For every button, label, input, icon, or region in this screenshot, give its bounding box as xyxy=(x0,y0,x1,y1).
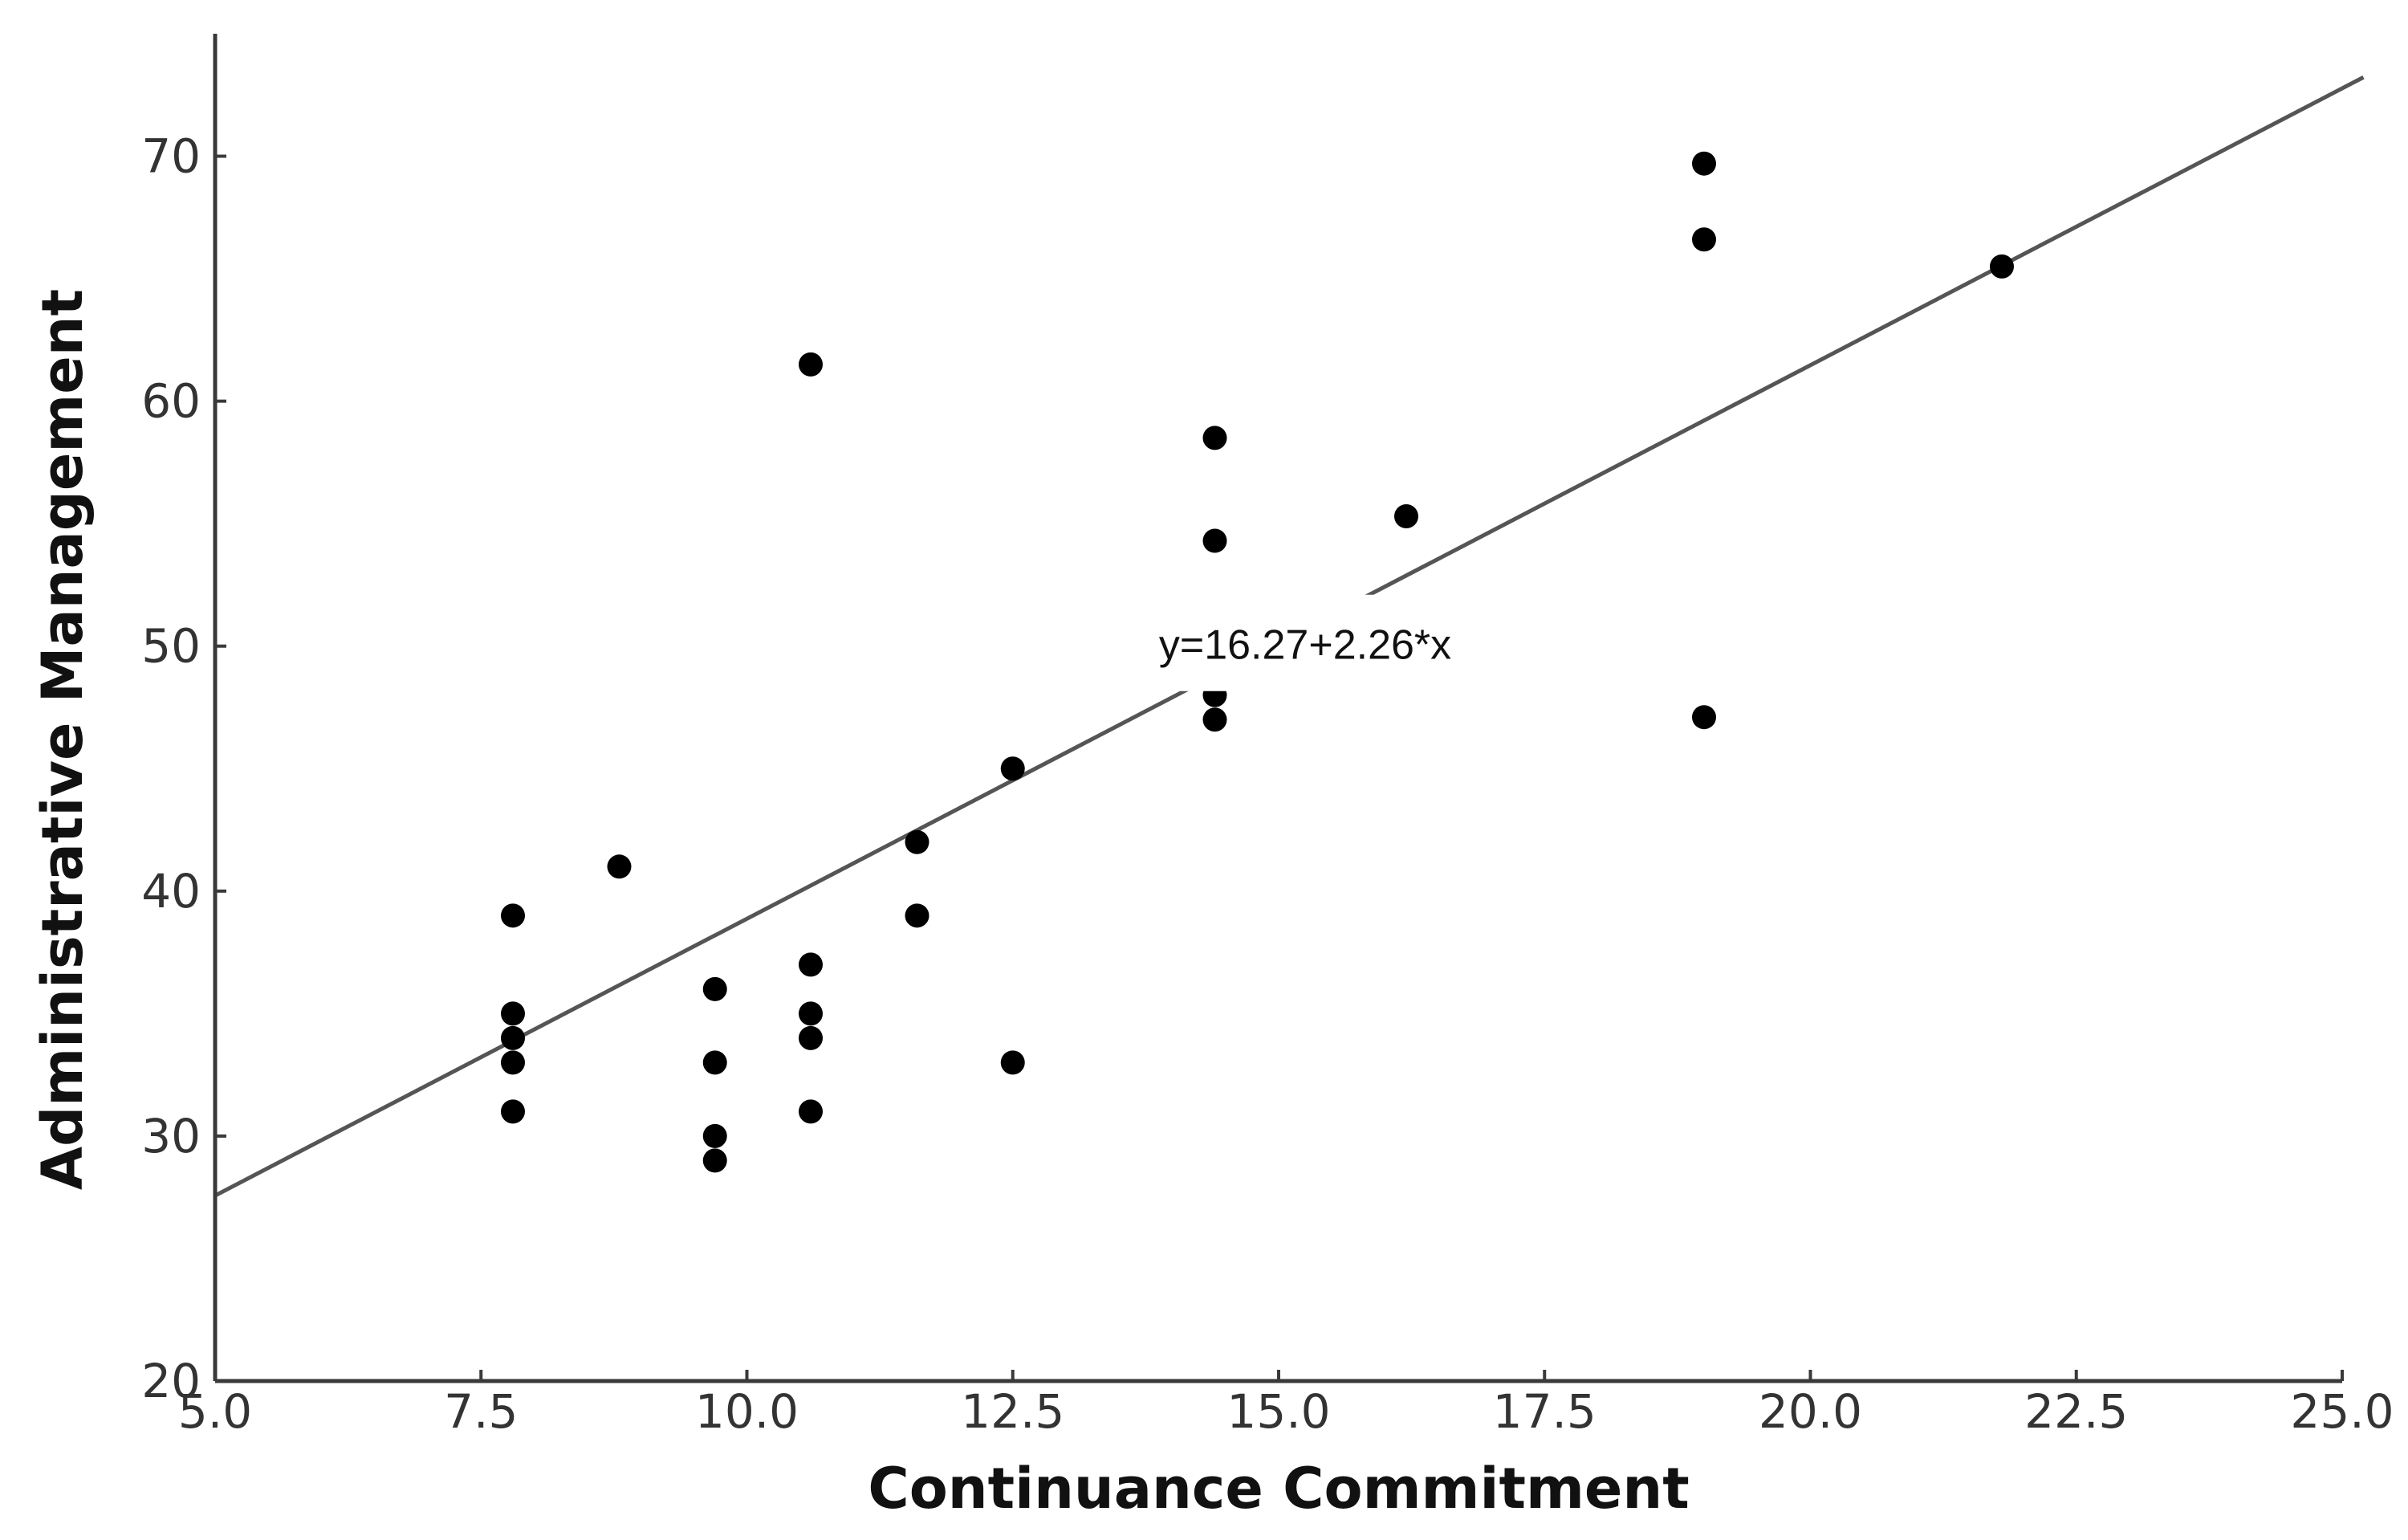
data-point xyxy=(501,1001,525,1026)
x-tick-label: 5.0 xyxy=(178,1384,252,1439)
data-point xyxy=(702,1123,727,1148)
data-point xyxy=(1692,705,1716,730)
y-tick-label: 70 xyxy=(141,129,201,184)
y-tick-label: 50 xyxy=(141,619,201,674)
data-point xyxy=(702,1148,727,1173)
x-tick-label: 25.0 xyxy=(2290,1384,2394,1439)
x-tick-label: 7.5 xyxy=(444,1384,518,1439)
x-axis-title: Continuance Commitment xyxy=(868,1456,1689,1522)
data-point xyxy=(1202,528,1227,553)
equation-label-background xyxy=(1088,594,1538,691)
data-point xyxy=(1000,756,1025,781)
data-point xyxy=(702,1050,727,1075)
data-point xyxy=(905,829,929,854)
y-tick-label: 60 xyxy=(141,374,201,429)
data-point xyxy=(1000,1050,1025,1075)
data-point xyxy=(799,952,823,977)
x-tick-label: 22.5 xyxy=(2024,1384,2128,1439)
data-point xyxy=(1692,151,1716,176)
x-tick-label: 15.0 xyxy=(1226,1384,1330,1439)
data-points-layer xyxy=(501,151,2014,1173)
y-axis-title: Administrative Management xyxy=(30,289,96,1190)
y-tick-label: 30 xyxy=(141,1109,201,1163)
x-tick-label: 10.0 xyxy=(695,1384,799,1439)
data-point xyxy=(501,1025,525,1050)
data-point xyxy=(607,854,632,879)
data-point xyxy=(799,1025,823,1050)
data-point xyxy=(799,1001,823,1026)
data-point xyxy=(799,352,823,377)
equation-annotation-layer: y=16.27+2.26*x xyxy=(1088,594,1538,691)
data-point xyxy=(1202,707,1227,732)
data-point xyxy=(1692,227,1716,252)
x-tick-label: 12.5 xyxy=(961,1384,1064,1439)
data-point xyxy=(1990,254,2014,279)
data-point xyxy=(1202,426,1227,450)
data-point xyxy=(702,976,727,1001)
data-point xyxy=(501,1050,525,1075)
x-tick-label: 20.0 xyxy=(1759,1384,1862,1439)
data-point xyxy=(799,1099,823,1124)
x-tick-label: 17.5 xyxy=(1493,1384,1597,1439)
data-point xyxy=(501,903,525,928)
data-point xyxy=(1394,504,1418,529)
y-tick-label: 20 xyxy=(141,1354,201,1408)
y-tick-label: 40 xyxy=(141,864,201,919)
equation-label: y=16.27+2.26*x xyxy=(1159,622,1451,669)
data-point xyxy=(501,1099,525,1124)
axes-layer: 5.0 7.5 10.0 12.5 15.0 17.5 20.0 22.5 25.0 20 30 40… xyxy=(141,34,2394,1439)
data-point xyxy=(905,903,929,928)
